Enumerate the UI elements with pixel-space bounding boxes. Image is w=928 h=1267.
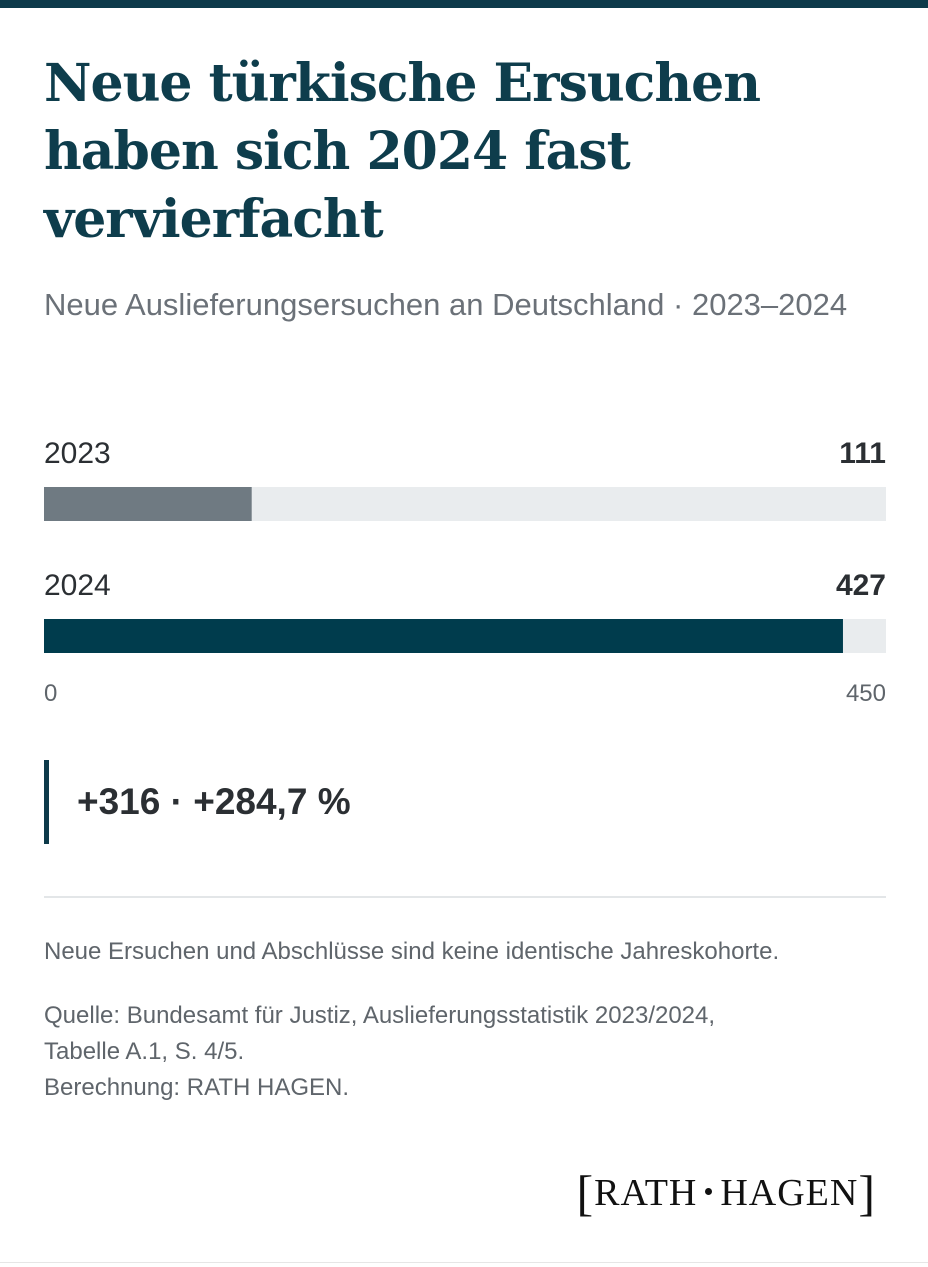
x-tick-label-max: 450 — [846, 680, 886, 707]
chart-subtitle: Neue Auslieferungsersuchen an Deutschlan… — [44, 287, 848, 322]
value-label-2024: 427 — [836, 569, 886, 602]
bar-2023 — [44, 487, 252, 521]
section-divider — [44, 896, 886, 898]
bar-chart: 2023 111 2024 427 0 450 — [44, 425, 886, 715]
source-line-3: Berechnung: RATH HAGEN. — [44, 1074, 350, 1101]
logo-word-right: HAGEN — [720, 1172, 859, 1214]
source-note: Quelle: Bundesamt für Justiz, Auslieferu… — [44, 998, 886, 1106]
logo-open-bracket: [ — [576, 1165, 595, 1221]
value-label-2023: 111 — [839, 437, 886, 470]
bottom-rule — [0, 1262, 928, 1263]
footnote: Neue Ersuchen und Abschlüsse sind keine … — [44, 938, 780, 965]
bar-2024 — [44, 619, 843, 653]
category-label-2023: 2023 — [44, 437, 111, 470]
logo-word-left: RATH — [594, 1172, 698, 1214]
change-callout: +316 · +284,7 % — [44, 760, 351, 844]
source-line-1: Quelle: Bundesamt für Justiz, Auslieferu… — [44, 1002, 716, 1029]
top-accent-rule — [0, 0, 928, 8]
logo-dot — [705, 1187, 713, 1195]
x-tick-label-min: 0 — [44, 680, 57, 707]
logo-close-bracket: ] — [858, 1165, 876, 1221]
change-value: +316 · +284,7 % — [77, 781, 351, 822]
category-label-2024: 2024 — [44, 569, 111, 602]
chart-title: Neue türkische Ersuchen haben sich 2024 … — [44, 53, 761, 250]
source-line-2: Tabelle A.1, S. 4/5. — [44, 1038, 245, 1065]
rath-hagen-logo: [ RATH HAGEN ] — [576, 1168, 876, 1218]
bar-chart-svg: 2023 111 2024 427 0 450 — [44, 437, 886, 707]
